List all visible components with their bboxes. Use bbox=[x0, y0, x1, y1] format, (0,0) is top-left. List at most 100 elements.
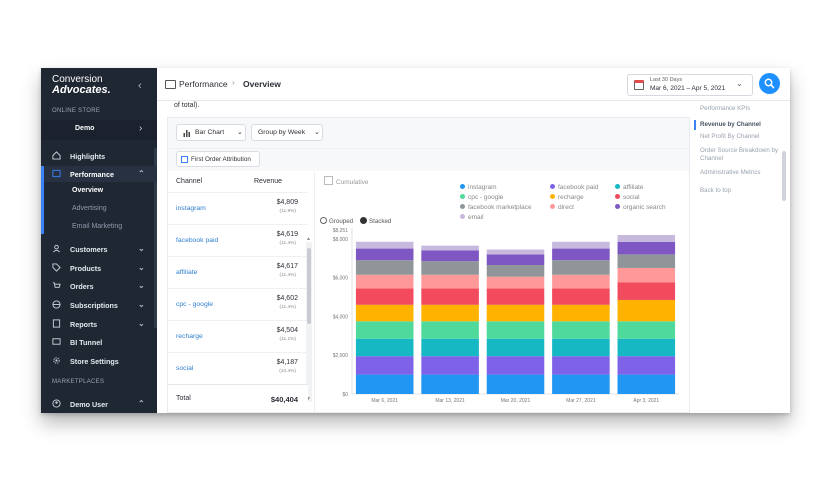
y-max-label: $8,251 bbox=[333, 228, 349, 234]
table-row[interactable]: social $4,187 (10.4%) bbox=[168, 352, 308, 385]
legend-item[interactable]: email bbox=[460, 214, 484, 221]
group-by-dropdown[interactable]: Group by Week ⌄ bbox=[251, 124, 323, 141]
sidebar-subitem-advertising[interactable]: Advertising bbox=[72, 205, 107, 212]
scroll-up-icon[interactable]: ▲ bbox=[306, 236, 311, 242]
bar-segment bbox=[486, 254, 545, 266]
bar-segment bbox=[552, 248, 610, 261]
date-range-picker[interactable]: Last 30 Days Mar 6, 2021 – Apr 5, 2021 ⌄ bbox=[627, 74, 753, 96]
stacked-bar-chart: $0 $2,000 $4,000 $6,000 $8,000 $8,251 Mar 6, 2… bbox=[333, 228, 679, 404]
bar-segment bbox=[486, 338, 545, 357]
legend-dot-icon bbox=[550, 194, 555, 199]
sidebar-item-reports[interactable]: Reports ⌄ bbox=[41, 316, 157, 332]
legend-item[interactable]: facebook marketplace bbox=[460, 204, 532, 211]
bar-chart-icon bbox=[183, 130, 190, 137]
x-tick-label: Mar 6, 2021 bbox=[371, 398, 398, 404]
grouped-label: Grouped bbox=[329, 218, 354, 225]
bar-segment bbox=[552, 374, 610, 394]
section-link-order-source[interactable]: Order Source Breakdown by Channel bbox=[700, 147, 779, 162]
page-scrollbar-thumb[interactable] bbox=[782, 151, 786, 201]
bar-segment bbox=[421, 274, 479, 289]
bar-segment bbox=[552, 274, 610, 289]
legend-label: direct bbox=[558, 204, 574, 211]
bar-segment bbox=[486, 304, 545, 322]
attribution-row: First Order Attribution bbox=[168, 149, 689, 171]
chart-type-dropdown[interactable]: Bar Chart ⌄ bbox=[176, 124, 246, 141]
table-row[interactable]: affiliate $4,617 (11.4%) bbox=[168, 256, 308, 289]
bar-segment bbox=[617, 321, 676, 339]
channel-link[interactable]: social bbox=[176, 365, 194, 372]
table-scrollbar[interactable]: ▲ ▼ bbox=[306, 236, 312, 402]
logo[interactable]: Conversion Advocates. bbox=[52, 74, 111, 96]
legend-item[interactable]: social bbox=[615, 194, 640, 201]
back-to-top-link[interactable]: Back to top bbox=[700, 187, 731, 194]
bar-segment bbox=[355, 304, 414, 322]
attribution-toggle[interactable]: First Order Attribution bbox=[176, 151, 260, 167]
revenue-value: $4,617 bbox=[276, 263, 298, 270]
grouping-radio-group: Grouped Stacked bbox=[320, 217, 391, 225]
table-row[interactable]: cpc - google $4,602 (11.4%) bbox=[168, 288, 308, 321]
chevron-down-icon: ⌄ bbox=[138, 244, 145, 253]
channel-link[interactable]: facebook paid bbox=[176, 237, 219, 244]
sidebar-item-label: Reports bbox=[70, 320, 98, 329]
table-row[interactable]: facebook paid $4,619 (11.4%) bbox=[168, 224, 308, 257]
section-link-revenue-by-channel[interactable]: Revenue by Channel bbox=[700, 121, 761, 128]
legend-item[interactable]: cpc - google bbox=[460, 194, 503, 201]
legend-item[interactable]: instagram bbox=[460, 184, 497, 191]
x-tick-label: Mar 27, 2021 bbox=[566, 398, 596, 404]
sidebar-item-subscriptions[interactable]: Subscriptions ⌄ bbox=[41, 297, 157, 313]
scroll-down-icon[interactable]: ▼ bbox=[306, 396, 311, 402]
channel-link[interactable]: affiliate bbox=[176, 269, 198, 276]
radio-grouped[interactable]: Grouped bbox=[320, 217, 354, 225]
sidebar-item-label: Orders bbox=[70, 282, 94, 291]
users-icon bbox=[53, 244, 60, 253]
table-row[interactable]: recharge $4,504 (11.1%) bbox=[168, 320, 308, 353]
breadcrumb-performance[interactable]: Performance bbox=[179, 79, 228, 89]
logo-line-1: Conversion bbox=[52, 74, 103, 85]
revenue-percent: (11.4%) bbox=[279, 273, 296, 278]
radio-stacked[interactable]: Stacked bbox=[359, 217, 391, 225]
store-selector[interactable] bbox=[41, 120, 157, 140]
legend-item[interactable]: recharge bbox=[550, 194, 584, 201]
section-link-net-profit[interactable]: Net Profit By Channel bbox=[700, 133, 760, 140]
channel-link[interactable]: recharge bbox=[176, 333, 203, 340]
legend-item[interactable]: facebook paid bbox=[550, 184, 598, 191]
sidebar-item-orders[interactable]: Orders ⌄ bbox=[41, 278, 157, 294]
sidebar-item-customers[interactable]: Customers ⌄ bbox=[41, 241, 157, 257]
x-tick-label: Apr 3, 2021 bbox=[633, 398, 659, 404]
legend-dot-icon bbox=[460, 214, 465, 219]
sidebar-item-bi-tunnel[interactable]: BI Tunnel bbox=[41, 334, 157, 350]
sidebar-subitem-email-marketing[interactable]: Email Marketing bbox=[72, 223, 123, 230]
cumulative-toggle[interactable]: Cumulative bbox=[324, 176, 369, 186]
legend-label: organic search bbox=[623, 204, 666, 211]
sidebar-item-store-settings[interactable]: Store Settings bbox=[41, 353, 157, 369]
revenue-value: $4,602 bbox=[276, 295, 298, 302]
search-button[interactable] bbox=[759, 73, 780, 94]
channel-link[interactable]: instagram bbox=[176, 205, 206, 212]
sidebar-item-products[interactable]: Products ⌄ bbox=[41, 260, 157, 276]
bar-segment bbox=[355, 241, 414, 249]
calendar-icon bbox=[634, 80, 644, 90]
collapse-sidebar-icon[interactable]: ‹ bbox=[138, 80, 142, 92]
sidebar-item-label: Subscriptions bbox=[70, 301, 118, 310]
bar-segment bbox=[486, 265, 545, 277]
section-link-administrative-metrics[interactable]: Administrative Metrics bbox=[700, 169, 761, 176]
globe-icon bbox=[52, 300, 61, 309]
sidebar-scrollbar[interactable] bbox=[154, 148, 157, 328]
bar-segment bbox=[552, 260, 610, 275]
sidebar-item-label: Performance bbox=[70, 170, 114, 179]
sidebar-item-highlights[interactable]: Highlights bbox=[41, 148, 157, 164]
bar-segment bbox=[617, 234, 676, 242]
table-scrollbar-thumb[interactable] bbox=[307, 248, 311, 324]
legend-item[interactable]: direct bbox=[550, 204, 574, 211]
legend-label: facebook marketplace bbox=[468, 204, 532, 211]
sidebar-item-performance[interactable]: Performance ⌃ bbox=[41, 166, 157, 182]
channel-link[interactable]: cpc - google bbox=[176, 301, 214, 308]
legend-item[interactable]: affiliate bbox=[615, 184, 643, 191]
channel-table: Channel Revenue instagram $4,809 (11.9%)… bbox=[168, 172, 315, 412]
bar-segment bbox=[552, 241, 610, 249]
sidebar-item-demo-user[interactable]: Demo User ⌃ bbox=[41, 396, 157, 412]
section-link-performance-kpis[interactable]: Performance KPIs bbox=[700, 105, 751, 112]
sidebar-subitem-overview[interactable]: Overview bbox=[72, 187, 104, 194]
table-row[interactable]: instagram $4,809 (11.9%) bbox=[168, 192, 308, 225]
legend-item[interactable]: organic search bbox=[615, 204, 666, 211]
